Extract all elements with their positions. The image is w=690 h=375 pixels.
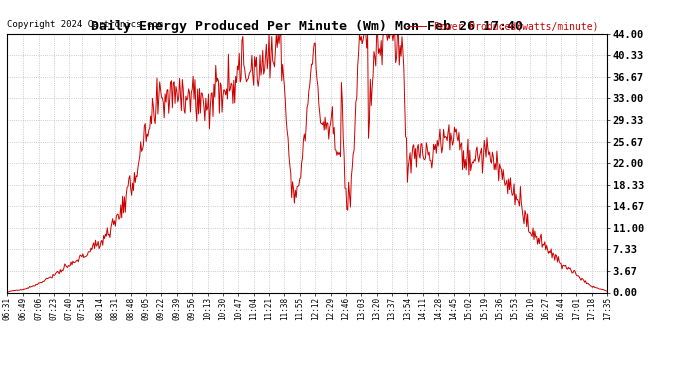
- Power Produced(watts/minute): [472, 148, 480, 153]
- Legend: Power Produced(watts/minute): Power Produced(watts/minute): [403, 18, 602, 36]
- Power Produced(watts/minute): [265, 32, 273, 36]
- Power Produced(watts/minute): [486, 159, 495, 164]
- Power Produced(watts/minute): [3, 290, 11, 295]
- Line: Power Produced(watts/minute): Power Produced(watts/minute): [7, 34, 607, 292]
- Text: Copyright 2024 Cartronics.com: Copyright 2024 Cartronics.com: [7, 20, 163, 28]
- Power Produced(watts/minute): [576, 276, 584, 280]
- Power Produced(watts/minute): [603, 289, 611, 294]
- Power Produced(watts/minute): [213, 76, 221, 81]
- Power Produced(watts/minute): [350, 148, 358, 153]
- Power Produced(watts/minute): [416, 156, 424, 160]
- Title: Daily Energy Produced Per Minute (Wm) Mon Feb 26 17:40: Daily Energy Produced Per Minute (Wm) Mo…: [91, 20, 523, 33]
